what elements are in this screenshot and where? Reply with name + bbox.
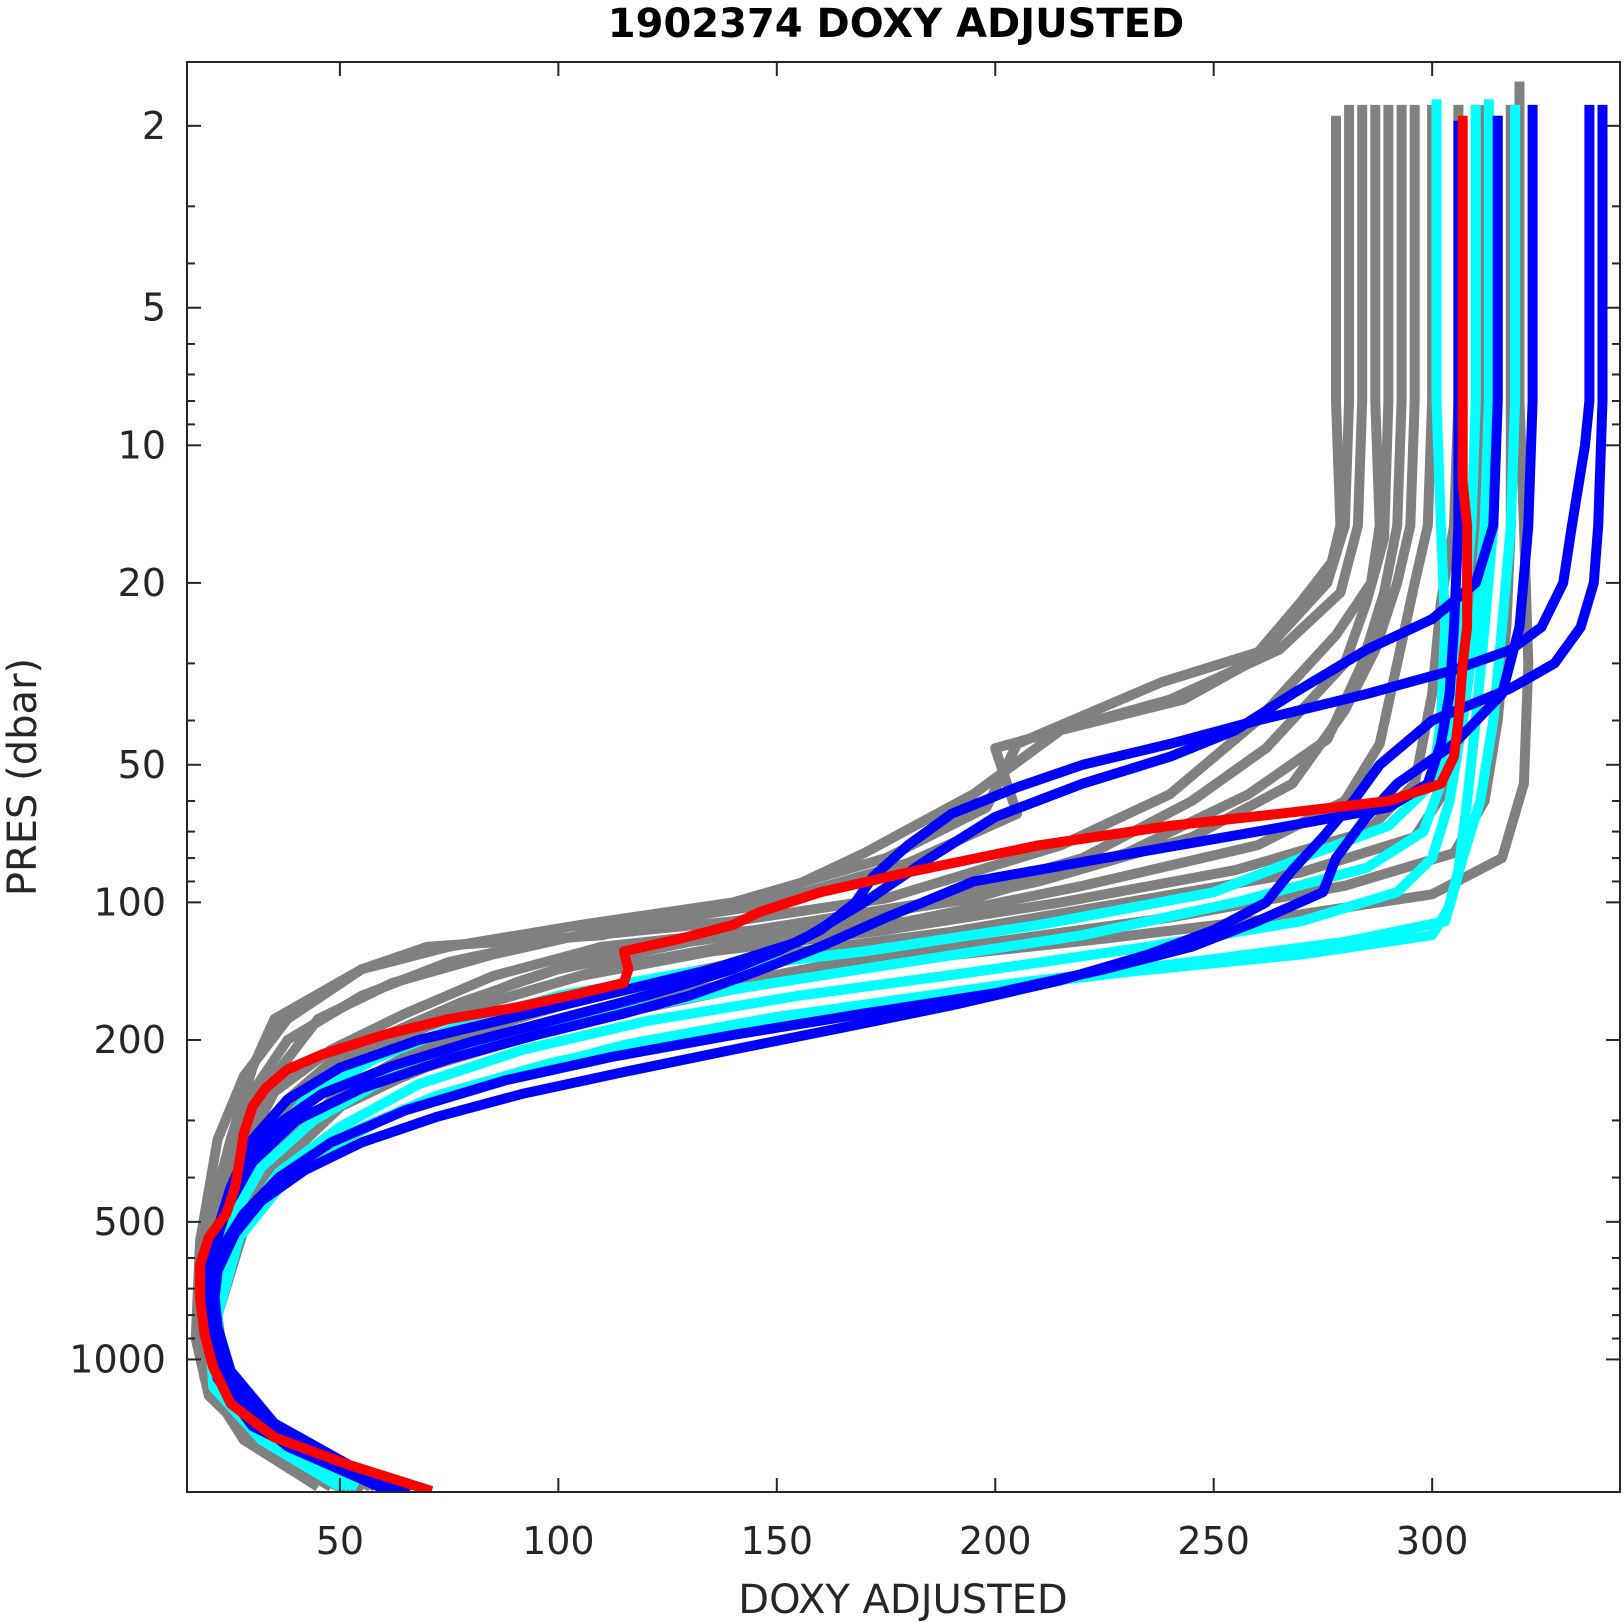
y-axis: 2 5 10 20 50 100 200 500 1000: [69, 104, 1620, 1381]
y-tick-label: 200: [93, 1018, 166, 1062]
series-line-blue-17: [199, 120, 1464, 1492]
y-tick-label: 50: [118, 743, 166, 787]
y-tick-label: 500: [93, 1200, 166, 1244]
y-axis-label: PRES (dbar): [0, 658, 46, 896]
series-line-blue-21: [208, 104, 1608, 1492]
y-tick-label: 20: [118, 561, 166, 605]
y-tick-label: 10: [118, 423, 166, 467]
x-tick-label: 200: [959, 1519, 1032, 1563]
x-tick-label: 50: [316, 1519, 364, 1563]
x-tick-label: 250: [1177, 1519, 1250, 1563]
chart-title: 1902374 DOXY ADJUSTED: [608, 1, 1184, 47]
y-tick-label: 5: [142, 286, 166, 330]
y-tick-label: 2: [142, 104, 166, 148]
series-line-blue-20: [208, 104, 1595, 1492]
series-layer: [190, 81, 1608, 1492]
y-tick-label: 1000: [69, 1337, 166, 1381]
x-axis: 50 100 150 200 250 300: [316, 62, 1469, 1563]
y-tick-label: 100: [93, 880, 166, 924]
x-tick-label: 100: [522, 1519, 595, 1563]
x-axis-label: DOXY ADJUSTED: [738, 1577, 1067, 1622]
series-line-red-22: [195, 115, 1473, 1492]
plot-frame: [186, 61, 1621, 1493]
x-tick-label: 150: [741, 1519, 814, 1563]
x-tick-label: 300: [1396, 1519, 1469, 1563]
